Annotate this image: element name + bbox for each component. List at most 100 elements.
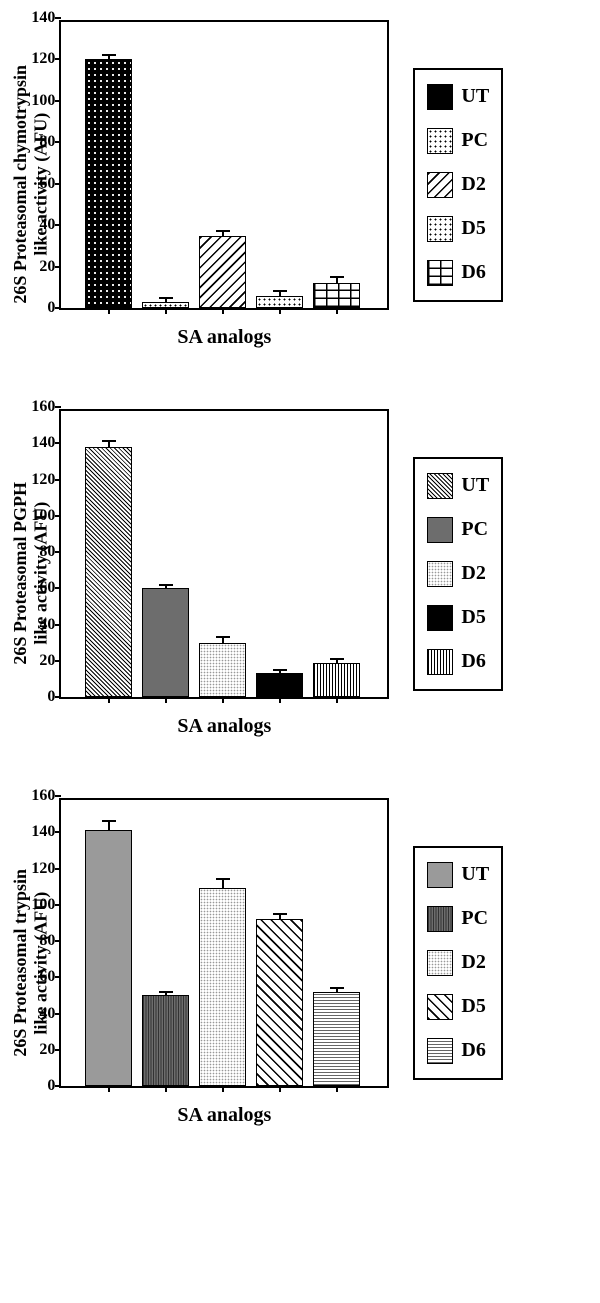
legend-swatch	[427, 172, 453, 198]
bar-d6	[313, 283, 360, 308]
bar-d2	[199, 888, 246, 1086]
legend-item: D2	[427, 561, 489, 587]
legend-label: UT	[461, 85, 489, 108]
xtick-mark	[279, 697, 281, 703]
bar-pc	[142, 302, 189, 308]
legend-swatch	[427, 517, 453, 543]
plot-area: 020406080100120140160	[59, 409, 389, 699]
error-cap	[102, 440, 116, 442]
plot-wrap: 020406080100120140160 SA analogs	[59, 409, 389, 738]
xtick-mark	[108, 1086, 110, 1092]
xtick-mark	[222, 697, 224, 703]
bar-d5	[256, 296, 303, 308]
ytick-mark	[55, 868, 61, 870]
legend-label: UT	[461, 863, 489, 886]
legend-swatch	[427, 561, 453, 587]
xtick-mark	[108, 308, 110, 314]
chart-pgph: 26S Proteasomal PGPHlike activity (AFU)0…	[10, 409, 590, 738]
ytick-mark	[55, 224, 61, 226]
legend-label: D6	[461, 650, 485, 673]
legend-label: D2	[461, 562, 485, 585]
xtick-mark	[279, 308, 281, 314]
xtick-mark	[108, 697, 110, 703]
legend-label: PC	[461, 129, 488, 152]
legend-item: D6	[427, 260, 489, 286]
ytick-mark	[55, 624, 61, 626]
chart-trypsin: 26S Proteasomal trypsinlike activity (AF…	[10, 798, 590, 1127]
error-cap	[159, 584, 173, 586]
xtick-mark	[165, 1086, 167, 1092]
ytick-mark	[55, 551, 61, 553]
xtick-mark	[222, 1086, 224, 1092]
x-axis-label: SA analogs	[59, 326, 389, 349]
error-cap	[159, 991, 173, 993]
legend-item: UT	[427, 84, 489, 110]
ytick-mark	[55, 940, 61, 942]
ytick-mark	[55, 660, 61, 662]
legend: UT PC D2 D5 D6	[413, 846, 503, 1080]
legend-swatch	[427, 216, 453, 242]
error-cap	[216, 636, 230, 638]
ytick-mark	[55, 1013, 61, 1015]
legend-item: D6	[427, 1038, 489, 1064]
xtick-mark	[336, 697, 338, 703]
legend-swatch	[427, 605, 453, 631]
bar-ut	[85, 59, 132, 308]
legend-label: D6	[461, 261, 485, 284]
error-cap	[273, 913, 287, 915]
bar-d2	[199, 643, 246, 697]
ytick-mark	[55, 479, 61, 481]
error-cap	[159, 297, 173, 299]
bar-d5	[256, 919, 303, 1086]
bar-d2	[199, 236, 246, 309]
legend-label: D5	[461, 217, 485, 240]
xtick-mark	[336, 308, 338, 314]
error-cap	[273, 669, 287, 671]
error-cap	[330, 276, 344, 278]
error-cap	[102, 54, 116, 56]
legend-swatch	[427, 1038, 453, 1064]
bar-pc	[142, 588, 189, 697]
legend-swatch	[427, 950, 453, 976]
legend: UTPCD2D5D6	[413, 457, 503, 691]
error-cap	[216, 878, 230, 880]
ytick-mark	[55, 1049, 61, 1051]
legend-item: D5	[427, 994, 489, 1020]
ytick-mark	[55, 406, 61, 408]
legend-label: D5	[461, 606, 485, 629]
legend-item: D2	[427, 950, 489, 976]
ytick-mark	[55, 141, 61, 143]
bar-ut	[85, 830, 132, 1086]
legend-item: D5	[427, 216, 489, 242]
x-axis-label: SA analogs	[59, 715, 389, 738]
xtick-mark	[165, 697, 167, 703]
xtick-mark	[279, 1086, 281, 1092]
ytick-mark	[55, 58, 61, 60]
error-cap	[330, 987, 344, 989]
error-cap	[102, 820, 116, 822]
legend-swatch	[427, 260, 453, 286]
ytick-mark	[55, 831, 61, 833]
plot-wrap: 020406080100120140160SA analogs	[59, 798, 389, 1127]
ytick-mark	[55, 183, 61, 185]
bar-d6	[313, 992, 360, 1086]
legend-swatch	[427, 128, 453, 154]
legend-item: D6	[427, 649, 489, 675]
ytick-mark	[55, 515, 61, 517]
legend-label: D5	[461, 995, 485, 1018]
bar-ut	[85, 447, 132, 697]
ytick-mark	[55, 904, 61, 906]
legend-item: PC	[427, 906, 489, 932]
xtick-mark	[165, 308, 167, 314]
error-cap	[216, 230, 230, 232]
chart-chymo: 26S Proteasomal chymotrypsinlike activit…	[10, 20, 590, 349]
legend-swatch	[427, 906, 453, 932]
legend-label: UT	[461, 474, 489, 497]
ytick-mark	[55, 587, 61, 589]
ytick-mark	[55, 795, 61, 797]
plot-wrap: 020406080100120140SA analogs	[59, 20, 389, 349]
error-cap	[273, 290, 287, 292]
legend-item: PC	[427, 128, 489, 154]
legend-swatch	[427, 84, 453, 110]
ytick-mark	[55, 696, 61, 698]
